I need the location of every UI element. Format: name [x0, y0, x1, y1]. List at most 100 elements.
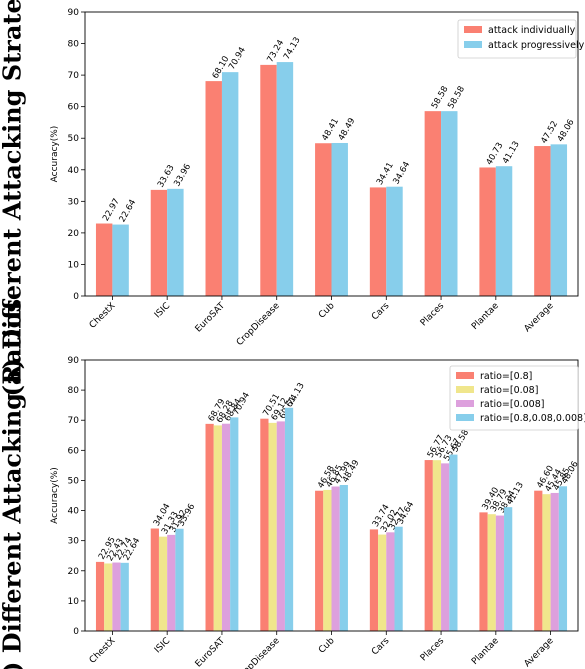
x-tick-label: ChestX — [88, 636, 118, 666]
bar — [230, 417, 239, 631]
bar — [441, 111, 458, 296]
bar — [479, 167, 496, 296]
bar — [495, 515, 505, 631]
legend-swatch — [464, 26, 482, 33]
bar — [315, 490, 324, 631]
panel-side-title: (a) Different Attacking Strategies — [0, 0, 27, 396]
bar-value-label: 33.96 — [172, 162, 193, 188]
x-tick-label: Places — [419, 301, 447, 329]
legend-box — [457, 19, 577, 59]
bar — [260, 64, 277, 296]
bar — [534, 146, 551, 296]
x-tick-label: CropDisease — [235, 636, 282, 669]
x-tick-label: CropDisease — [235, 301, 282, 348]
y-tick-label: 20 — [68, 229, 80, 239]
bar-value-label: 33.63 — [156, 163, 177, 189]
x-tick-label: Average — [523, 636, 557, 669]
bar-value-label: 48.49 — [337, 116, 358, 142]
legend-swatch — [456, 386, 474, 393]
legend-swatch — [456, 414, 474, 421]
bar — [260, 418, 269, 631]
legend-label: ratio=[0.008] — [480, 399, 544, 410]
x-tick-label: ChestX — [88, 301, 118, 331]
legend-label: attack individually — [488, 25, 576, 36]
legend-label: attack progressively — [488, 40, 585, 51]
bar — [158, 536, 168, 631]
x-tick-label: EuroSAT — [194, 636, 228, 669]
y-tick-label: 0 — [73, 627, 79, 637]
bar — [432, 460, 442, 631]
y-tick-label: 10 — [68, 260, 80, 270]
x-tick-label: Places — [419, 636, 447, 664]
bar — [213, 425, 222, 631]
y-tick-label: 10 — [68, 597, 80, 607]
bar — [104, 563, 113, 631]
bar-value-label: 70.94 — [227, 46, 248, 72]
y-tick-label: 0 — [73, 292, 79, 302]
bar-value-label: 74.13 — [282, 35, 303, 61]
bar — [323, 489, 332, 631]
bar — [331, 142, 348, 296]
bar — [394, 526, 403, 631]
plot-frame — [84, 11, 579, 297]
bar — [268, 422, 277, 631]
bar — [369, 187, 387, 296]
bar-value-label: 47.52 — [539, 119, 560, 145]
x-tick-label: Plantae — [470, 301, 501, 332]
plot-frame — [84, 359, 579, 632]
legend-label: ratio=[0.08] — [480, 385, 538, 396]
bar — [175, 528, 184, 631]
y-tick-label: 40 — [68, 166, 80, 176]
bar — [276, 421, 285, 631]
bar — [424, 111, 442, 296]
bar — [495, 166, 513, 296]
legend-label: ratio=[0.8,0.08,0.008] — [480, 413, 585, 424]
bar — [221, 423, 231, 631]
bar — [150, 528, 159, 631]
bar — [479, 512, 488, 631]
y-tick-label: 60 — [68, 103, 80, 113]
legend-swatch — [456, 400, 474, 407]
y-tick-label: 30 — [68, 197, 80, 207]
bar — [315, 143, 332, 296]
legend-swatch — [456, 372, 474, 379]
bar-value-label: 40.73 — [485, 141, 506, 167]
x-tick-label: Cars — [370, 636, 392, 658]
bar-value-label: 48.06 — [556, 118, 577, 144]
bar — [112, 224, 129, 296]
bar-value-label: 34.64 — [391, 160, 412, 186]
bar — [339, 484, 348, 631]
legend-box — [449, 365, 579, 431]
bar-value-label: 74.13 — [286, 381, 307, 407]
bar — [369, 529, 379, 631]
bar — [221, 72, 239, 296]
panel-side-title: (b) Different Attacking Ratios — [0, 299, 27, 669]
bar — [284, 407, 294, 631]
bar — [150, 189, 168, 296]
bar — [167, 188, 184, 296]
bar-value-label: 41.13 — [501, 140, 522, 166]
y-tick-label: 30 — [68, 537, 80, 547]
bar — [95, 223, 113, 296]
bar — [441, 463, 450, 631]
y-tick-label: 40 — [68, 507, 80, 517]
bar — [95, 561, 105, 631]
bar — [550, 144, 568, 296]
y-axis-title: Accuracy(%) — [50, 467, 60, 524]
x-tick-label: Average — [523, 301, 557, 335]
y-axis-title: Accuracy(%) — [50, 126, 60, 183]
y-tick-label: 70 — [68, 71, 80, 81]
bar — [167, 534, 176, 631]
y-tick-label: 70 — [68, 416, 80, 426]
x-tick-label: EuroSAT — [194, 301, 228, 335]
bar — [331, 486, 340, 631]
x-tick-label: Cub — [317, 636, 337, 656]
bar — [378, 534, 387, 631]
panel-a: (a) Different Attacking Strategies Accura… — [0, 0, 585, 396]
x-tick-label: Cub — [317, 301, 337, 321]
bar — [550, 492, 559, 631]
bar — [534, 490, 543, 631]
bar — [386, 186, 403, 296]
y-tick-label: 50 — [68, 134, 80, 144]
